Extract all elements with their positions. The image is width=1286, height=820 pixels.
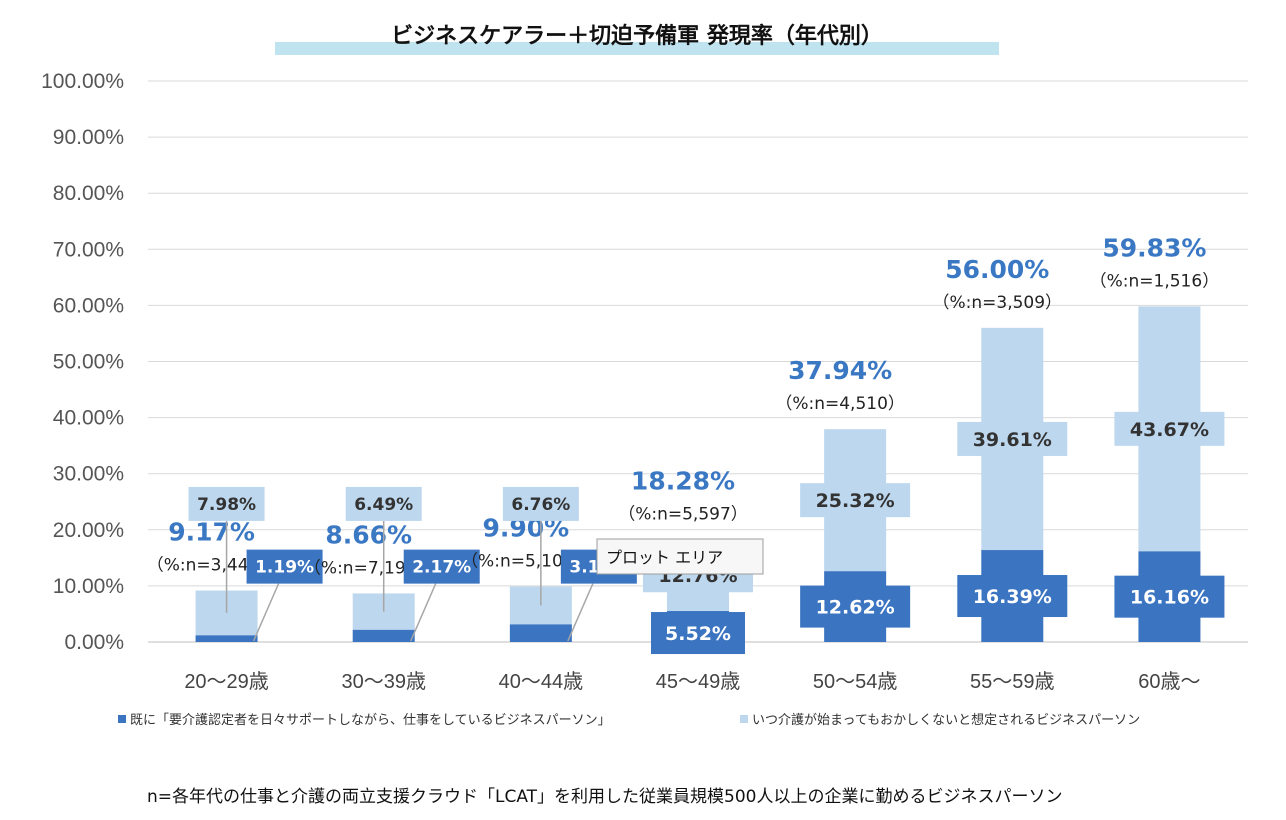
total-label: 56.00%	[945, 255, 1049, 284]
bars: 9.17% （%:n=3,445） 7.98% 1.19% 8.66% （%:n=7,19…	[147, 233, 1225, 655]
leader-line	[567, 583, 594, 642]
y-tick-label: 50.00%	[53, 351, 124, 374]
data-label-bg	[246, 549, 323, 584]
footnote: n=各年代の仕事と介護の両立支援クラウド「LCAT」を利用した従業員規模500人…	[147, 787, 1063, 807]
data-label-dark: 16.16%	[1130, 587, 1209, 609]
y-tick-label: 90.00%	[53, 126, 124, 149]
total-label: 59.83%	[1102, 233, 1206, 262]
x-axis: 20～29歳 30～39歳 40～44歳 45～49歳 50～54歳 55～59歳 60歳～	[184, 670, 1200, 693]
legend-label-dark: 既に「要介護認定者を日々サポートしながら、仕事をしているビジネスパーソン」	[130, 712, 611, 728]
bar-segment-dark	[352, 629, 415, 642]
total-label: 37.94%	[788, 356, 892, 385]
data-label-light: 39.61%	[973, 429, 1052, 451]
y-tick-label: 30.00%	[53, 463, 124, 486]
chart-title: ビジネスケアラー＋切迫予備軍 発現率（年代別）	[391, 23, 883, 49]
legend-swatch-light	[740, 715, 748, 723]
data-label-light: 7.98%	[197, 495, 256, 515]
legend-swatch-dark	[118, 715, 126, 723]
leader-line	[410, 583, 437, 642]
y-tick-label: 100.00%	[41, 70, 124, 93]
x-tick-label: 55～59歳	[970, 670, 1055, 693]
data-label-bg	[188, 486, 265, 521]
sample-size-label: （%:n=5,597）	[618, 504, 748, 524]
sample-size-label: （%:n=5,103）	[461, 551, 591, 571]
total-label: 8.66%	[325, 520, 412, 549]
data-label-dark: 16.39%	[973, 586, 1052, 608]
data-label-bg	[502, 486, 579, 521]
data-label-dark: 2.17%	[412, 558, 471, 578]
tooltip-text: プロット エリア	[606, 548, 723, 567]
y-tick-label: 0.00%	[64, 631, 124, 654]
sample-size-label: （%:n=7,196）	[304, 558, 434, 578]
data-label-bg	[345, 486, 422, 521]
bar-segment-dark	[195, 635, 258, 642]
total-label: 18.28%	[631, 466, 735, 495]
x-tick-label: 30～39歳	[341, 670, 426, 693]
y-tick-label: 60.00%	[53, 294, 124, 317]
y-axis: 0.00% 10.00% 20.00% 30.00% 40.00% 50.00% 60.00…	[41, 70, 124, 654]
data-label-bg	[957, 421, 1068, 456]
sample-size-label: （%:n=3,445）	[147, 556, 277, 576]
y-tick-label: 80.00%	[53, 182, 124, 205]
data-label-light: 6.49%	[354, 495, 413, 515]
x-tick-label: 60歳～	[1138, 670, 1200, 693]
tooltip	[596, 538, 764, 575]
data-label-bg	[651, 612, 745, 655]
y-tick-label: 40.00%	[53, 407, 124, 430]
data-label-bg	[1114, 575, 1225, 618]
data-label-light: 43.67%	[1130, 419, 1209, 441]
x-tick-label: 20～29歳	[184, 670, 269, 693]
data-label-dark: 1.19%	[255, 558, 314, 578]
data-label-dark: 12.62%	[816, 597, 895, 619]
x-tick-label: 40～44歳	[499, 670, 584, 693]
data-label-bg	[800, 483, 911, 518]
sample-size-label: （%:n=3,509）	[932, 293, 1062, 313]
sample-size-label: （%:n=1,516）	[1090, 271, 1220, 291]
legend-label-light: いつ介護が始まってもおかしくないと想定されるビジネスパーソン	[752, 712, 1140, 728]
bar-segment-dark	[509, 624, 572, 642]
y-tick-label: 70.00%	[53, 238, 124, 261]
legend: 既に「要介護認定者を日々サポートしながら、仕事をしているビジネスパーソン」 いつ介…	[118, 712, 1140, 728]
data-label-dark: 5.52%	[665, 623, 731, 645]
x-tick-label: 50～54歳	[813, 670, 898, 693]
data-label-light: 25.32%	[816, 490, 895, 512]
x-tick-label: 45～49歳	[656, 670, 741, 693]
data-label-bg	[403, 549, 480, 584]
sample-size-label: （%:n=4,510）	[775, 394, 905, 414]
data-label-bg	[800, 585, 911, 628]
data-label-light: 6.76%	[511, 495, 570, 515]
data-label-bg	[1114, 411, 1225, 446]
y-tick-label: 20.00%	[53, 519, 124, 542]
leader-line	[252, 583, 280, 642]
title-underline	[275, 42, 999, 55]
y-tick-label: 10.00%	[53, 575, 124, 598]
total-label: 9.17%	[168, 518, 255, 547]
data-label-bg	[957, 575, 1068, 618]
